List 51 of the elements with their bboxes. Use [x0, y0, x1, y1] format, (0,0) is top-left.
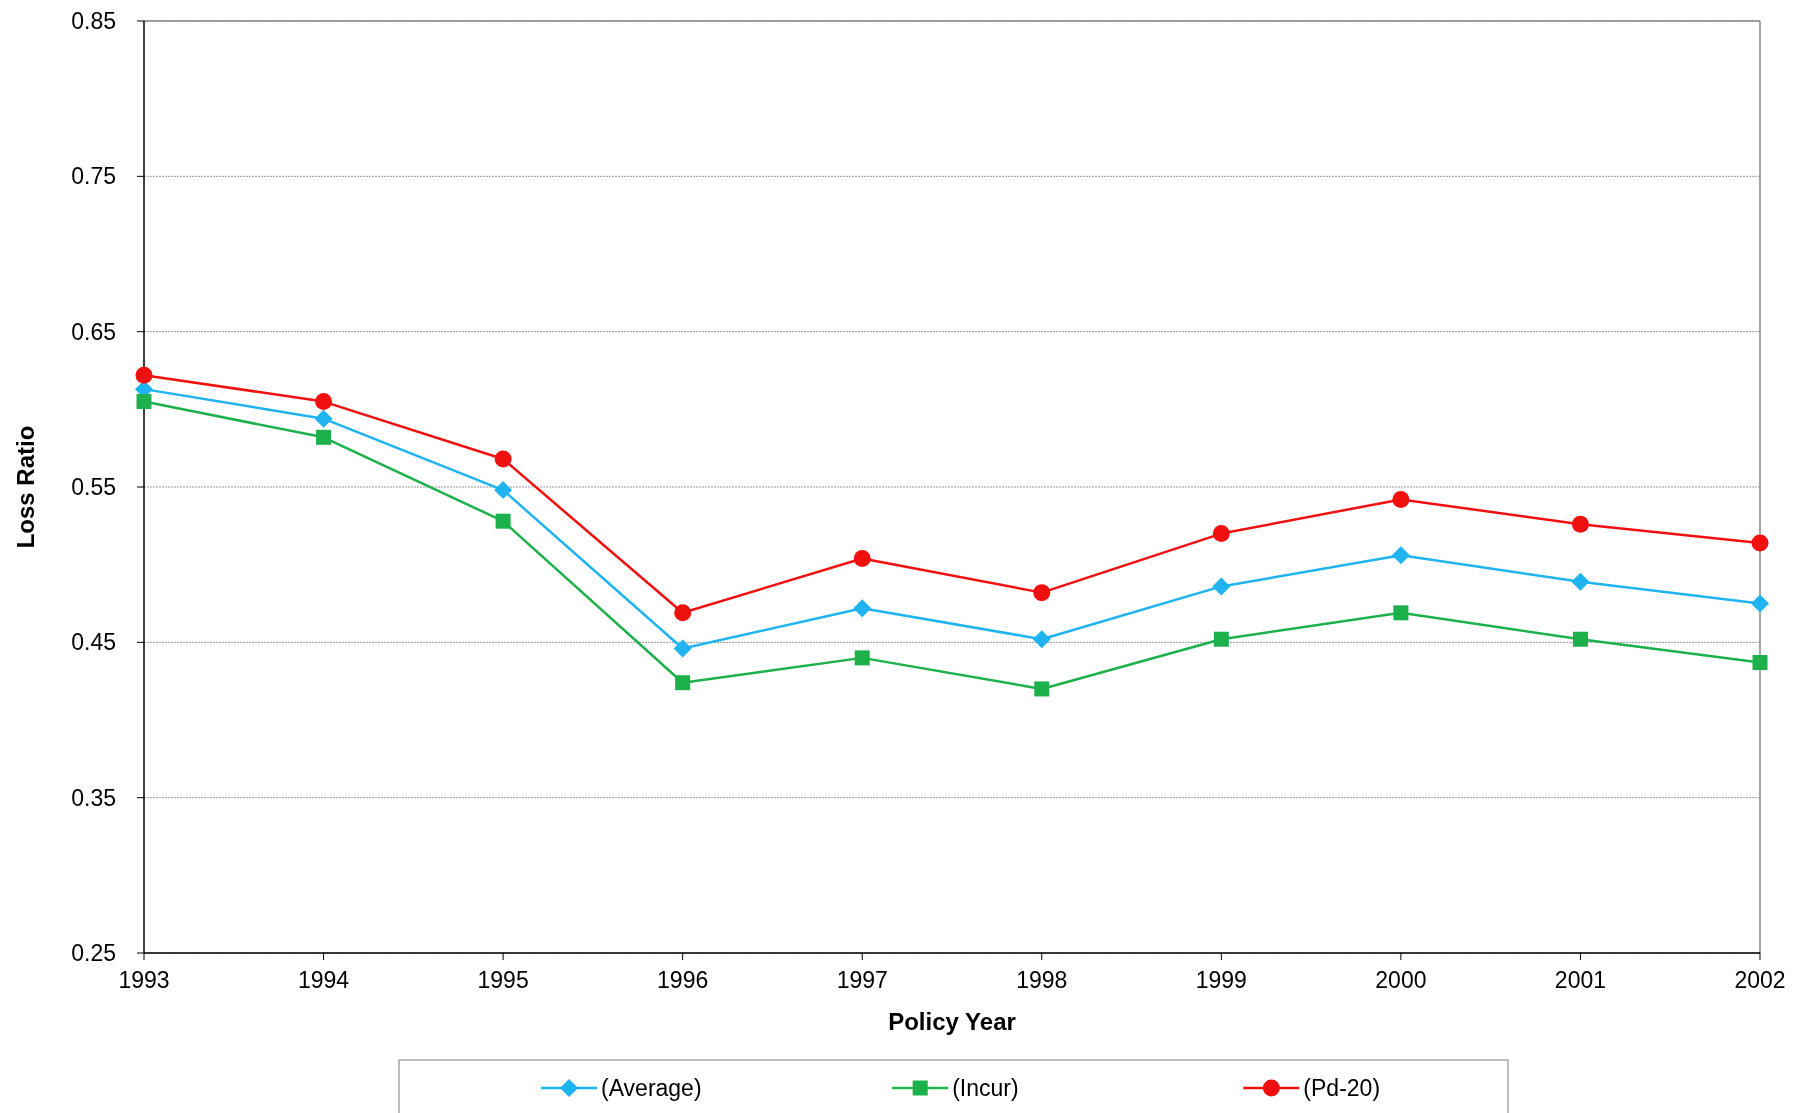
point	[494, 450, 512, 468]
point	[673, 639, 692, 658]
point	[1571, 572, 1590, 591]
x-tick-label: 1999	[1195, 967, 1247, 993]
x-tick-label: 1997	[836, 967, 888, 993]
y-tick-label: 0.35	[71, 784, 116, 811]
point	[1392, 490, 1410, 508]
x-tick-label: 2000	[1375, 967, 1427, 993]
point	[1032, 630, 1051, 649]
point	[316, 429, 332, 445]
point	[1213, 631, 1229, 647]
point	[1751, 534, 1769, 552]
point	[495, 513, 511, 529]
point	[1751, 594, 1769, 613]
point	[315, 393, 333, 411]
y-tick-label: 0.75	[71, 163, 116, 190]
y-tick-label: 0.85	[71, 8, 116, 35]
point	[314, 409, 333, 428]
y-tick-label: 0.25	[71, 940, 116, 967]
x-tick-label: 2001	[1554, 967, 1607, 993]
y-tick-label: 0.55	[71, 474, 116, 501]
x-tick-label: 1995	[477, 967, 529, 993]
point	[675, 675, 691, 691]
y-tick-label: 0.45	[71, 629, 116, 656]
point	[853, 549, 871, 567]
point	[1752, 655, 1768, 671]
y-axis-title: Loss Ratio	[12, 425, 39, 549]
point	[1212, 525, 1230, 543]
y-tick-label: 0.65	[71, 318, 116, 345]
legend-label: (Average)	[601, 1075, 702, 1102]
point	[1391, 546, 1410, 565]
point	[1034, 681, 1050, 697]
legend-label: (Incur)	[952, 1075, 1019, 1102]
point	[854, 650, 870, 666]
point	[1212, 577, 1231, 596]
legend-label: (Pd-20)	[1303, 1075, 1381, 1102]
point	[494, 481, 513, 500]
point	[1033, 584, 1051, 602]
point	[136, 394, 152, 410]
x-tick-label: 1994	[297, 967, 350, 993]
x-tick-label: 1998	[1016, 967, 1068, 993]
point	[853, 599, 872, 618]
x-tick-label: 2002	[1734, 967, 1786, 993]
x-axis-title: Policy Year	[888, 1008, 1016, 1035]
point	[135, 366, 153, 384]
point	[1571, 515, 1589, 533]
point	[1572, 631, 1588, 647]
x-tick-label: 1996	[657, 967, 709, 993]
point	[1393, 605, 1409, 621]
point	[674, 604, 692, 622]
x-tick-label: 1993	[118, 967, 170, 993]
